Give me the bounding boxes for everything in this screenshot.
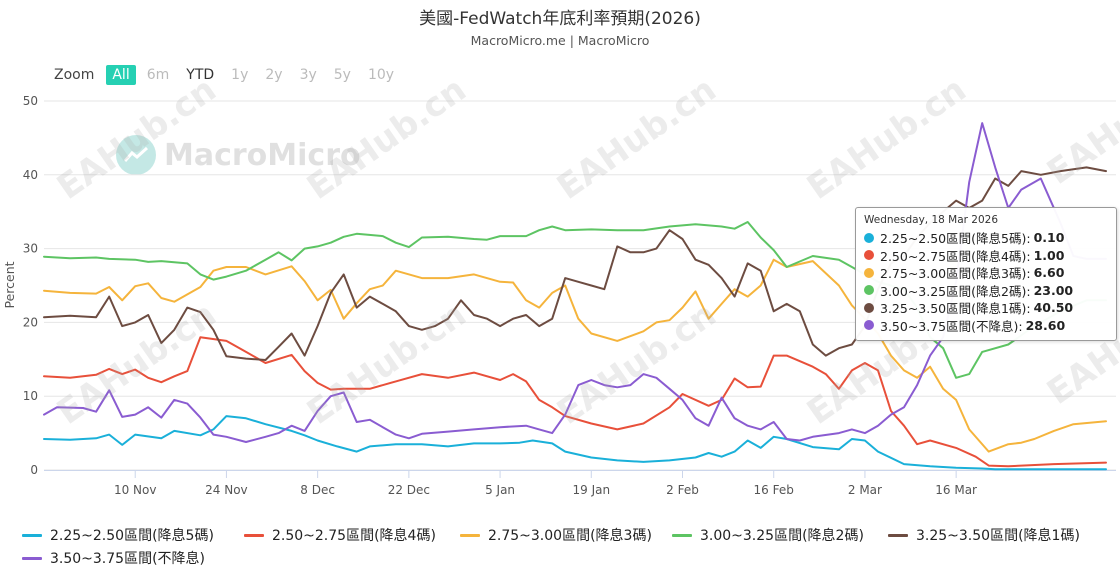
series-dot-icon	[864, 285, 874, 296]
tooltip-row: 2.25~2.50區間(降息5碼): 0.10	[864, 229, 1108, 247]
legend-swatch	[22, 533, 42, 537]
y-axis-title: Percent	[2, 261, 17, 308]
legend-label: 3.25~3.50區間(降息1碼)	[916, 528, 1080, 544]
y-tick-label: 30	[23, 242, 38, 256]
tooltip-label: 3.25~3.50區間(降息1碼):	[880, 301, 1031, 317]
legend-item[interactable]: 3.50~3.75區間(不降息)	[22, 548, 205, 568]
y-tick-label: 50	[23, 94, 38, 108]
tooltip-value: 23.00	[1033, 282, 1074, 298]
legend-item[interactable]: 3.25~3.50區間(降息1碼)	[888, 525, 1080, 545]
tooltip-row: 2.75~3.00區間(降息3碼): 6.60	[864, 264, 1108, 282]
tooltip-label: 2.25~2.50區間(降息5碼):	[880, 231, 1031, 247]
tooltip-value: 0.10	[1033, 230, 1065, 246]
series-dot-icon	[864, 232, 874, 243]
tooltip-label: 3.50~3.75區間(不降息):	[880, 318, 1023, 334]
x-tick-label: 10 Nov	[114, 483, 157, 497]
zoom-5y-button[interactable]: 5y	[333, 67, 351, 83]
zoom-bar: Zoom All 6m YTD 1y 2y 3y 5y 10y	[54, 63, 405, 87]
x-tick-label: 24 Nov	[205, 483, 248, 497]
legend-swatch	[672, 533, 692, 537]
y-tick-label: 40	[23, 168, 38, 182]
y-tick-label: 0	[30, 463, 38, 477]
tooltip-row: 3.25~3.50區間(降息1碼): 40.50	[864, 299, 1108, 317]
legend-label: 2.50~2.75區間(降息4碼)	[272, 528, 436, 544]
series-line	[43, 415, 1107, 471]
tooltip-value: 6.60	[1033, 265, 1065, 281]
zoom-1y-button[interactable]: 1y	[231, 67, 249, 83]
zoom-ytd-button[interactable]: YTD	[186, 67, 215, 83]
chart-title: 美國-FedWatch年底利率預期(2026)	[419, 9, 701, 29]
series-dot-icon	[864, 250, 874, 261]
zoom-6m-button[interactable]: 6m	[146, 67, 170, 83]
tooltip-value: 40.50	[1033, 300, 1074, 316]
series-dot-icon	[864, 320, 874, 331]
legend-label: 2.25~2.50區間(降息5碼)	[50, 528, 214, 544]
zoom-3y-button[interactable]: 3y	[299, 67, 317, 83]
x-tick-label: 22 Dec	[388, 483, 430, 497]
x-tick-label: 16 Mar	[935, 483, 977, 497]
tooltip-row: 3.50~3.75區間(不降息): 28.60	[864, 317, 1108, 335]
zoom-10y-button[interactable]: 10y	[367, 67, 395, 83]
legend-item[interactable]: 2.50~2.75區間(降息4碼)	[244, 525, 436, 545]
tooltip-row: 3.00~3.25區間(降息2碼): 23.00	[864, 282, 1108, 300]
zoom-label: Zoom	[54, 67, 95, 83]
legend-swatch	[22, 556, 42, 560]
tooltip-label: 2.50~2.75區間(降息4碼):	[880, 248, 1031, 264]
series-dot-icon	[864, 302, 874, 313]
hover-tooltip: Wednesday, 18 Mar 2026 2.25~2.50區間(降息5碼)…	[855, 207, 1117, 341]
legend-item[interactable]: 3.00~3.25區間(降息2碼)	[672, 525, 864, 545]
series-line	[43, 258, 1107, 453]
series-line	[43, 122, 1107, 443]
tooltip-value: 28.60	[1025, 317, 1066, 333]
grid: 0 10 20 30 40 50 10 Nov 24 Nov 8 Dec 22 Dec 5 Jan 1…	[23, 94, 1116, 497]
y-tick-label: 10	[23, 389, 38, 403]
legend-swatch	[460, 533, 480, 537]
legend-swatch	[888, 533, 908, 537]
x-tick-label: 8 Dec	[300, 483, 335, 497]
series-dot-icon	[864, 267, 874, 278]
zoom-all-button[interactable]: All	[106, 65, 136, 85]
zoom-2y-button[interactable]: 2y	[265, 67, 283, 83]
legend-swatch	[244, 533, 264, 537]
chart-subtitle: MacroMicro.me | MacroMicro	[470, 33, 650, 48]
tooltip-row: 2.50~2.75區間(降息4碼): 1.00	[864, 247, 1108, 265]
tooltip-value: 1.00	[1033, 247, 1065, 263]
line-chart: 0 10 20 30 40 50 10 Nov 24 Nov 8 Dec 22 Dec 5 Jan 1…	[2, 94, 1116, 497]
series-line	[43, 336, 1107, 468]
tooltip-label: 2.75~3.00區間(降息3碼):	[880, 266, 1031, 282]
legend-label: 2.75~3.00區間(降息3碼)	[488, 528, 652, 544]
tooltip-label: 3.00~3.25區間(降息2碼):	[880, 283, 1031, 299]
x-tick-label: 2 Feb	[666, 483, 699, 497]
x-tick-label: 2 Mar	[848, 483, 882, 497]
legend-label: 3.50~3.75區間(不降息)	[50, 551, 205, 567]
legend-item[interactable]: 2.25~2.50區間(降息5碼)	[22, 525, 214, 545]
legend-label: 3.00~3.25區間(降息2碼)	[700, 528, 864, 544]
x-tick-label: 16 Feb	[754, 483, 794, 497]
x-tick-label: 19 Jan	[572, 483, 610, 497]
y-tick-label: 20	[23, 315, 38, 329]
legend-item[interactable]: 2.75~3.00區間(降息3碼)	[460, 525, 652, 545]
tooltip-date: Wednesday, 18 Mar 2026	[864, 214, 999, 226]
x-tick-label: 5 Jan	[485, 483, 515, 497]
